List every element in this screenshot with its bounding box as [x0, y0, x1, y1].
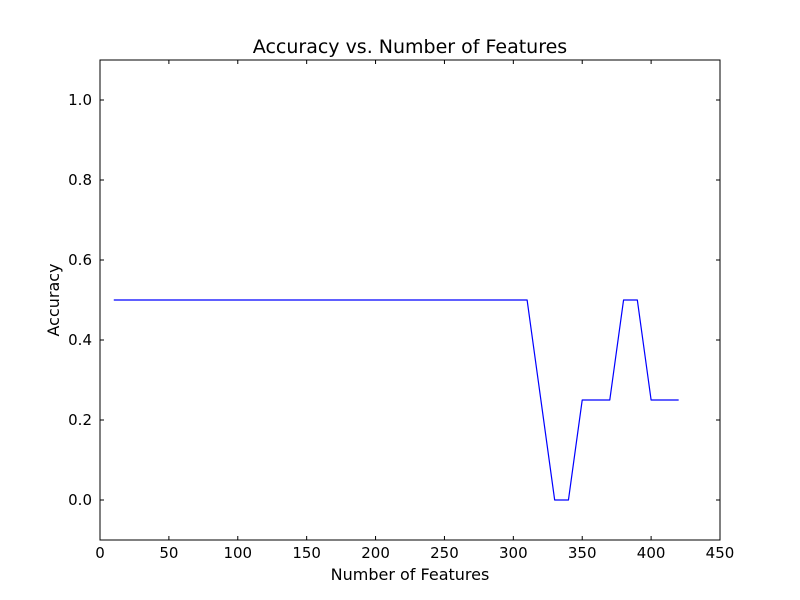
x-tick-label: 0	[95, 544, 105, 562]
y-axis-title: Accuracy	[44, 263, 63, 336]
y-tick-label: 0.6	[68, 251, 92, 269]
x-tick-label: 200	[361, 544, 390, 562]
x-tick-label: 150	[292, 544, 321, 562]
tick-layer: 0 50 100 150 200 250 300 350 400 450 0.0 0.2 0.4 0.6 0…	[68, 60, 734, 562]
plot-frame	[99, 59, 721, 541]
x-tick-label: 50	[159, 544, 178, 562]
x-tick-label: 400	[637, 544, 666, 562]
y-tick-label: 0.0	[68, 491, 92, 509]
y-tick-label: 0.8	[68, 171, 92, 189]
x-tick-label: 100	[223, 544, 252, 562]
accuracy-series-line	[113, 299, 679, 501]
series-layer	[113, 299, 679, 501]
chart-title: Accuracy vs. Number of Features	[253, 36, 567, 58]
x-tick-label: 300	[499, 544, 528, 562]
y-tick-label: 0.4	[68, 331, 92, 349]
x-tick-label: 450	[706, 544, 735, 562]
y-tick-label: 1.0	[68, 91, 92, 109]
x-tick-label: 350	[568, 544, 597, 562]
x-axis-title: Number of Features	[331, 565, 490, 584]
x-tick-label: 250	[430, 544, 459, 562]
y-tick-label: 0.2	[68, 411, 92, 429]
